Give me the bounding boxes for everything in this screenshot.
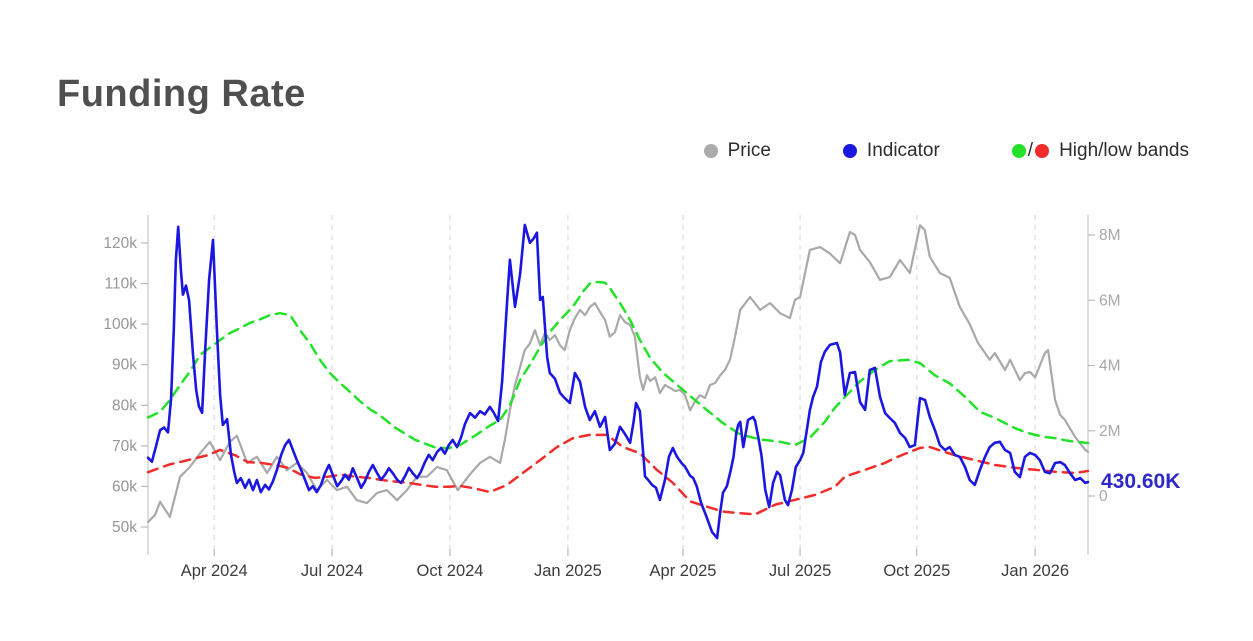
legend-item-price[interactable]: Price bbox=[703, 140, 771, 162]
y-left-tick-label: 80k bbox=[112, 397, 137, 414]
legend-item-bands[interactable]: / High/low bands bbox=[1011, 140, 1189, 162]
x-tick-label: Apr 2025 bbox=[650, 562, 717, 580]
chart-legend: Price Indicator / High/low bands bbox=[703, 140, 1189, 162]
legend-label-price: Price bbox=[727, 140, 771, 161]
y-left-tick-label: 120k bbox=[103, 235, 137, 252]
y-left-tick-label: 60k bbox=[112, 478, 137, 495]
x-tick-label: Jan 2026 bbox=[1001, 562, 1069, 580]
y-right-tick-label: 8M bbox=[1099, 227, 1121, 244]
x-tick-label: Apr 2024 bbox=[181, 562, 248, 580]
legend-label-bands: High/low bands bbox=[1059, 140, 1189, 161]
x-tick-label: Jul 2025 bbox=[769, 562, 831, 580]
y-left-tick-label: 110k bbox=[105, 276, 138, 293]
price-line bbox=[146, 224, 1090, 524]
legend-label-indicator: Indicator bbox=[866, 140, 940, 161]
x-tick-label: Jan 2025 bbox=[534, 562, 602, 580]
y-left-tick-label: 90k bbox=[112, 357, 137, 374]
y-right-tick-label: 4M bbox=[1099, 358, 1121, 375]
page-title: Funding Rate bbox=[57, 73, 306, 116]
low-band-legend-dot-icon bbox=[1035, 144, 1050, 158]
y-right-tick-label: 6M bbox=[1099, 292, 1121, 309]
legend-item-indicator[interactable]: Indicator bbox=[842, 140, 940, 162]
indicator-line bbox=[146, 223, 1090, 540]
low-band-line bbox=[146, 433, 1090, 516]
high-band-line bbox=[146, 280, 1090, 450]
x-tick-label: Jul 2024 bbox=[301, 562, 363, 580]
legend-bands-separator: / bbox=[1027, 140, 1034, 161]
y-left-tick-label: 50k bbox=[112, 519, 137, 536]
bands-legend-dots: / bbox=[1011, 140, 1050, 162]
price-legend-dot-icon bbox=[703, 144, 718, 158]
y-left-tick-label: 100k bbox=[103, 316, 137, 333]
x-tick-label: Oct 2024 bbox=[417, 562, 484, 580]
high-band-legend-dot-icon bbox=[1011, 144, 1026, 158]
y-right-tick-label: 0 bbox=[1099, 488, 1108, 505]
y-right-tick-label: 2M bbox=[1099, 423, 1121, 440]
indicator-legend-dot-icon bbox=[842, 144, 857, 158]
y-left-tick-label: 70k bbox=[112, 438, 137, 455]
x-tick-label: Oct 2025 bbox=[883, 562, 950, 580]
indicator-current-value-label: 430.60K bbox=[1101, 470, 1181, 493]
